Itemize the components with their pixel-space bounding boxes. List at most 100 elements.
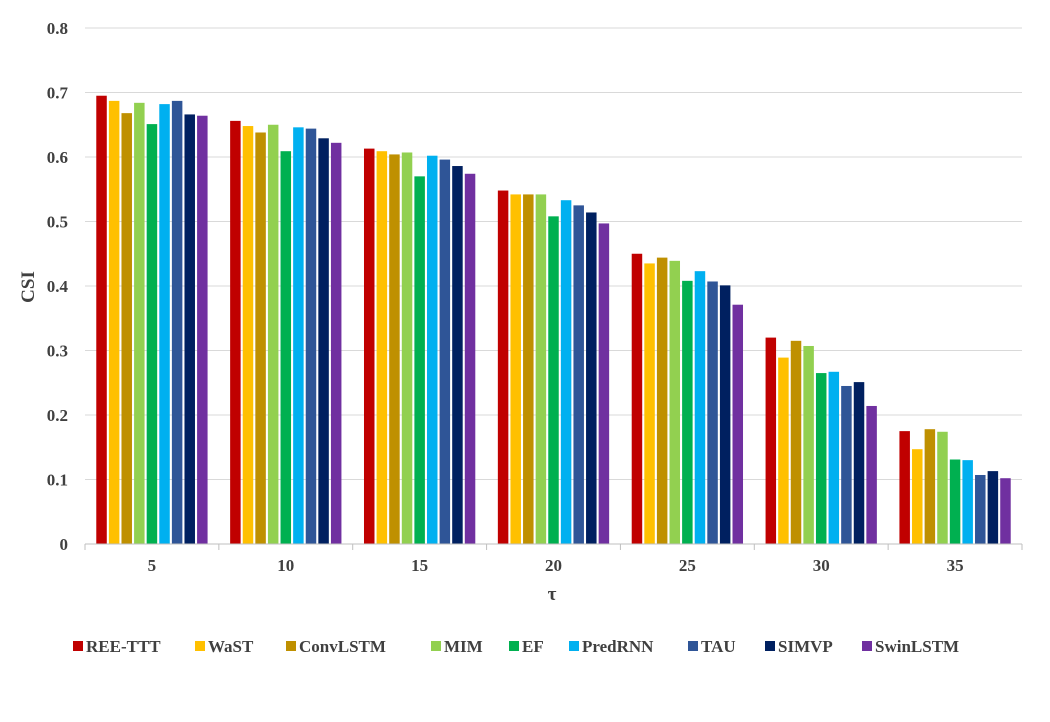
bar-simvp-10: [318, 138, 329, 545]
bar-wast-30: [778, 357, 789, 544]
legend-swatch: [765, 641, 775, 651]
legend-item-ef: EF: [509, 637, 544, 656]
bar-wast-20: [510, 194, 521, 544]
bar-convlstm-35: [924, 429, 936, 544]
bar-predrnn-35: [962, 460, 973, 544]
bar-mim-35: [937, 431, 948, 544]
legend-swatch: [688, 641, 698, 651]
bar-mim-15: [401, 152, 413, 545]
x-tick-label: 20: [545, 556, 562, 575]
bar-tau-30: [841, 385, 852, 544]
x-axis-label: τ: [548, 584, 557, 605]
y-tick-label: 0.6: [47, 148, 68, 167]
y-axis-label: CSI: [18, 271, 39, 303]
x-tick-label: 5: [148, 556, 157, 575]
bar-swinlstm-30: [866, 405, 877, 544]
bar-simvp-20: [586, 212, 597, 544]
bar-simvp-25: [719, 285, 731, 544]
y-tick-label: 0.8: [47, 19, 68, 38]
bar-ef-10: [280, 151, 292, 544]
bar-ree-ttt-20: [497, 190, 509, 545]
bar-ef-5: [146, 124, 158, 544]
bar-wast-35: [912, 449, 923, 544]
bar-tau-20: [573, 205, 584, 544]
bar-ree-ttt-5: [96, 95, 107, 544]
x-tick-label: 35: [947, 556, 964, 575]
bar-tau-10: [305, 128, 317, 544]
bar-convlstm-25: [656, 257, 668, 544]
bar-convlstm-15: [389, 154, 400, 545]
x-tick-labels: 5 10 15 20 25 30 35: [148, 556, 964, 575]
legend-label: EF: [522, 637, 544, 656]
legend-label: SwinLSTM: [875, 637, 959, 656]
bar-wast-10: [242, 126, 254, 544]
y-tick-label: 0.7: [47, 84, 69, 103]
bar-ef-20: [548, 216, 559, 544]
bar-mim-25: [669, 260, 681, 544]
y-tick-label: 0.4: [47, 277, 69, 296]
bar-simvp-15: [452, 166, 463, 544]
bar-ef-25: [682, 280, 693, 544]
x-tick-label: 10: [277, 556, 294, 575]
x-tick-label: 30: [813, 556, 830, 575]
bar-wast-5: [108, 100, 120, 544]
bar-simvp-35: [987, 471, 999, 544]
bar-convlstm-30: [790, 340, 802, 544]
bar-ef-30: [815, 373, 827, 544]
bar-predrnn-15: [426, 155, 438, 544]
legend-item-convlstm: ConvLSTM: [286, 637, 386, 656]
legend-label: SIMVP: [778, 637, 833, 656]
bar-swinlstm-10: [330, 142, 342, 544]
bar-wast-25: [644, 263, 655, 544]
legend-item-ree-ttt: REE-TTT: [73, 637, 161, 656]
legend-item-simvp: SIMVP: [765, 637, 833, 656]
legend-swatch: [862, 641, 872, 651]
axes: [84, 543, 1023, 550]
bar-tau-5: [171, 100, 183, 544]
legend-item-mim: MIM: [431, 637, 483, 656]
bar-tau-15: [439, 159, 451, 544]
legend-item-predrnn: PredRNN: [569, 637, 654, 656]
bar-mim-30: [803, 345, 814, 544]
bar-mim-10: [267, 124, 279, 544]
bar-simvp-5: [184, 114, 195, 545]
legend-label: TAU: [701, 637, 736, 656]
y-tick-label: 0.2: [47, 406, 68, 425]
bar-convlstm-10: [255, 132, 266, 545]
bar-ree-ttt-30: [765, 337, 777, 544]
bar-mim-20: [535, 194, 547, 544]
legend-label: ConvLSTM: [299, 637, 386, 656]
legend-swatch: [73, 641, 83, 651]
bar-ree-ttt-25: [631, 253, 643, 544]
bar-mim-5: [134, 102, 145, 544]
bar-tau-35: [975, 474, 986, 544]
legend-swatch: [195, 641, 205, 651]
bar-ef-15: [414, 176, 425, 544]
bar-swinlstm-5: [197, 115, 208, 544]
bar-predrnn-10: [293, 127, 304, 544]
bar-predrnn-20: [560, 200, 572, 544]
x-tick-label: 15: [411, 556, 428, 575]
y-tick-label: 0: [60, 535, 69, 554]
legend-swatch: [509, 641, 519, 651]
legend-item-swinlstm: SwinLSTM: [862, 637, 959, 656]
bar-predrnn-30: [828, 371, 840, 544]
legend-label: REE-TTT: [86, 637, 161, 656]
bar-wast-15: [376, 151, 388, 544]
legend: REE-TTT WaST ConvLSTM MIM EF PredRNN TAU SIMVP S…: [73, 637, 959, 656]
bar-predrnn-25: [694, 271, 706, 544]
bar-swinlstm-35: [1000, 478, 1011, 544]
bars: [96, 95, 1011, 545]
legend-swatch: [431, 641, 441, 651]
legend-swatch: [569, 641, 579, 651]
legend-item-tau: TAU: [688, 637, 736, 656]
y-tick-label: 0.1: [47, 471, 68, 490]
bar-convlstm-5: [121, 113, 132, 544]
legend-label: MIM: [444, 637, 483, 656]
bar-ree-ttt-10: [230, 120, 241, 544]
bar-swinlstm-15: [464, 173, 476, 544]
y-tick-label: 0.3: [47, 342, 68, 361]
legend-swatch: [286, 641, 296, 651]
bar-ree-ttt-35: [899, 431, 910, 544]
